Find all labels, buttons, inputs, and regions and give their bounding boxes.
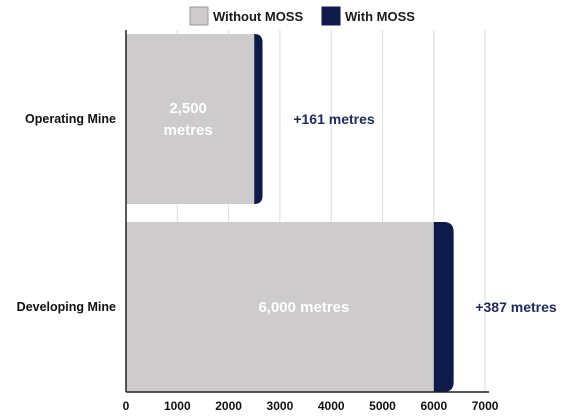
bar-with-moss-developing-mine <box>431 222 454 392</box>
delta-label-developing-mine: +387 metres <box>475 299 557 315</box>
bar-layer <box>126 34 454 392</box>
bar-value-label-developing-mine-0: 6,000 metres <box>258 299 349 316</box>
x-tick-label-4000: 4000 <box>318 399 345 413</box>
category-label-operating-mine: Operating Mine <box>25 112 116 126</box>
label-layer: Operating Mine 2,500 metres +161 metres Deve… <box>17 100 557 316</box>
x-tick-label-5000: 5000 <box>369 399 396 413</box>
delta-label-operating-mine: +161 metres <box>293 111 375 127</box>
x-tick-label-7000: 7000 <box>472 399 499 413</box>
axis-layer: 0 1000 2000 3000 4000 5000 6000 7000 <box>123 30 499 413</box>
bar-value-label-operating-mine-1: metres <box>164 122 213 139</box>
legend-label-without-moss: Without MOSS <box>213 9 303 24</box>
legend-swatch-with-moss <box>321 6 341 26</box>
legend-swatch-without-moss <box>189 6 209 26</box>
legend: Without MOSS With MOSS <box>189 6 415 26</box>
bar-without-moss-operating-mine <box>126 34 255 204</box>
x-tick-label-6000: 6000 <box>420 399 447 413</box>
bar-with-moss-operating-mine <box>252 34 263 204</box>
category-label-developing-mine: Developing Mine <box>17 300 116 314</box>
bar-without-moss-developing-mine <box>126 222 434 392</box>
x-tick-label-2000: 2000 <box>215 399 242 413</box>
x-tick-label-0: 0 <box>123 399 130 413</box>
legend-label-with-moss: With MOSS <box>345 9 415 24</box>
x-tick-label-3000: 3000 <box>267 399 294 413</box>
bar-value-label-operating-mine-0: 2,500 <box>169 100 207 117</box>
x-tick-label-1000: 1000 <box>164 399 191 413</box>
